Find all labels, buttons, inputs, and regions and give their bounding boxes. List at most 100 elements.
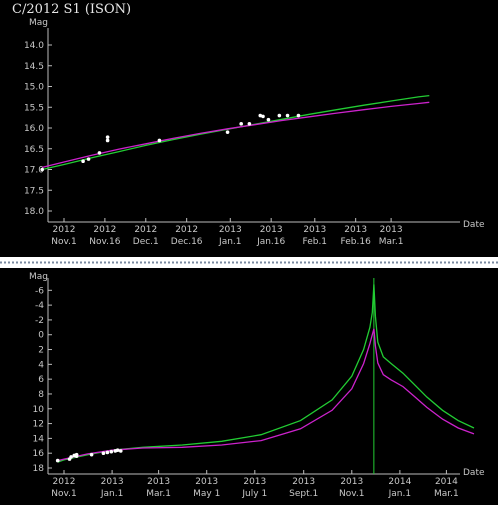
y-tick-label: 2 bbox=[38, 346, 44, 356]
observation-point bbox=[105, 450, 110, 455]
observation-point bbox=[74, 454, 79, 458]
y-tick-label: -6 bbox=[35, 286, 44, 296]
observation-point bbox=[239, 122, 243, 126]
x-tick-date: Dec.16 bbox=[171, 237, 203, 247]
series-line-2 bbox=[42, 101, 430, 169]
x-tick-date: Nov.16 bbox=[89, 237, 120, 247]
series-group bbox=[42, 94, 430, 171]
x-tick-year: 2013 bbox=[101, 477, 124, 487]
observation-point bbox=[69, 455, 73, 459]
x-tick-date: Jan.1 bbox=[218, 237, 241, 247]
series-line-1 bbox=[57, 284, 475, 463]
x-tick-date: Sept.1 bbox=[289, 489, 318, 499]
x-tick-year: 2012 bbox=[134, 225, 157, 235]
x-axis-title: Date bbox=[463, 468, 485, 478]
y-tick-label: 17.5 bbox=[24, 186, 44, 196]
y-tick-label: 8 bbox=[38, 390, 44, 400]
x-tick-year: 2014 bbox=[388, 477, 411, 487]
y-tick-label: 18 bbox=[33, 464, 45, 474]
y-tick-label: 14 bbox=[33, 434, 45, 444]
y-tick-label: 16.5 bbox=[24, 145, 44, 155]
observation-point bbox=[157, 138, 162, 143]
x-tick-date: July 1 bbox=[241, 489, 267, 499]
observation-point bbox=[258, 113, 263, 118]
x-tick-year: 2013 bbox=[292, 477, 315, 487]
observation-point bbox=[86, 157, 91, 161]
y-tick-label: 4 bbox=[38, 360, 44, 370]
panel-separator bbox=[0, 257, 498, 268]
observation-point bbox=[89, 452, 94, 457]
x-tick-year: 2012 bbox=[175, 225, 198, 235]
observation-point bbox=[285, 113, 290, 118]
y-tick-label: 18.0 bbox=[24, 207, 44, 217]
observation-point bbox=[105, 138, 110, 143]
observation-point bbox=[266, 117, 271, 122]
observation-point bbox=[118, 449, 123, 453]
observation-point bbox=[277, 113, 282, 118]
observation-point bbox=[40, 167, 44, 172]
x-tick-year: 2012 bbox=[93, 225, 116, 235]
series-group bbox=[57, 278, 475, 474]
y-tick-label: 0 bbox=[38, 331, 44, 341]
y-tick-label: -4 bbox=[35, 301, 44, 311]
x-tick-date: Nov.1 bbox=[51, 489, 76, 499]
axes: 14.0 14.5 15.0 15.5 16.0 16.5 17.0 17.5 18.0 2012… bbox=[24, 28, 460, 247]
y-tick-label: 10 bbox=[33, 405, 45, 415]
x-tick-year: 2013 bbox=[380, 225, 403, 235]
top-chart: C/2012 S1 (ISON) Mag Date 14.0 14.5 15.0 15… bbox=[12, 2, 485, 247]
x-tick-date: Mar.1 bbox=[379, 237, 404, 247]
y-axis-title: Mag bbox=[29, 272, 48, 282]
observation-point bbox=[97, 151, 102, 155]
bottom-chart: Mag Date -6 -4 -2 0 2 4 6 8 10 12 14 16 18 2012 Nov.1 2… bbox=[29, 272, 485, 499]
observation-point bbox=[296, 113, 301, 118]
x-tick-date: May 1 bbox=[193, 489, 220, 499]
x-tick-year: 2013 bbox=[147, 477, 170, 487]
y-tick-label: 6 bbox=[38, 375, 44, 385]
x-tick-date: Jan.1 bbox=[100, 489, 123, 499]
x-tick-year: 2013 bbox=[195, 477, 218, 487]
x-tick-year: 2012 bbox=[53, 477, 76, 487]
x-tick-date: Nov.1 bbox=[339, 489, 364, 499]
x-tick-year: 2013 bbox=[260, 225, 283, 235]
x-tick-date: Nov.1 bbox=[51, 237, 76, 247]
x-tick-year: 2013 bbox=[243, 477, 266, 487]
x-tick-date: Mar.1 bbox=[146, 489, 171, 499]
observation-point bbox=[105, 135, 110, 139]
x-tick-year: 2013 bbox=[340, 477, 363, 487]
y-tick-label: 15.5 bbox=[24, 103, 44, 113]
bottom-chart-panel: Mag Date -6 -4 -2 0 2 4 6 8 10 12 14 16 18 2012 Nov.1 2… bbox=[0, 268, 498, 505]
series-line-1 bbox=[42, 94, 430, 171]
x-tick-date: Jan.1 bbox=[388, 489, 411, 499]
x-tick-year: 2014 bbox=[435, 477, 458, 487]
x-tick-year: 2013 bbox=[303, 225, 326, 235]
y-tick-label: -2 bbox=[35, 316, 44, 326]
observation-point bbox=[247, 122, 252, 126]
y-tick-label: 15.0 bbox=[24, 83, 44, 93]
x-tick-date: Feb.1 bbox=[303, 237, 328, 247]
y-tick-label: 16 bbox=[33, 449, 45, 459]
y-tick-label: 16.0 bbox=[24, 124, 44, 134]
observation-group bbox=[55, 448, 123, 463]
observation-point bbox=[115, 448, 120, 453]
y-tick-label: 17.0 bbox=[24, 166, 44, 176]
x-tick-year: 2013 bbox=[344, 225, 367, 235]
axes: -6 -4 -2 0 2 4 6 8 10 12 14 16 18 2012 Nov.1 2013 Jan.1 2… bbox=[33, 278, 460, 499]
top-chart-panel: C/2012 S1 (ISON) Mag Date 14.0 14.5 15.0 15… bbox=[0, 0, 498, 257]
y-tick-label: 14.0 bbox=[24, 41, 44, 51]
observation-point bbox=[225, 130, 230, 134]
chart-title: C/2012 S1 (ISON) bbox=[12, 2, 131, 17]
observation-point bbox=[55, 458, 60, 463]
observation-point bbox=[101, 451, 106, 455]
y-tick-label: 14.5 bbox=[24, 62, 44, 72]
observation-group bbox=[40, 113, 301, 172]
x-tick-year: 2013 bbox=[219, 225, 242, 235]
y-axis-title: Mag bbox=[29, 18, 48, 28]
x-tick-year: 2012 bbox=[53, 225, 76, 235]
x-tick-date: Jan.16 bbox=[256, 237, 285, 247]
y-tick-label: 12 bbox=[33, 420, 44, 430]
observation-point bbox=[261, 114, 265, 119]
x-tick-date: Feb.16 bbox=[341, 237, 372, 247]
observation-point bbox=[81, 159, 85, 163]
x-tick-date: Mar.1 bbox=[434, 489, 459, 499]
observation-point bbox=[109, 449, 114, 454]
